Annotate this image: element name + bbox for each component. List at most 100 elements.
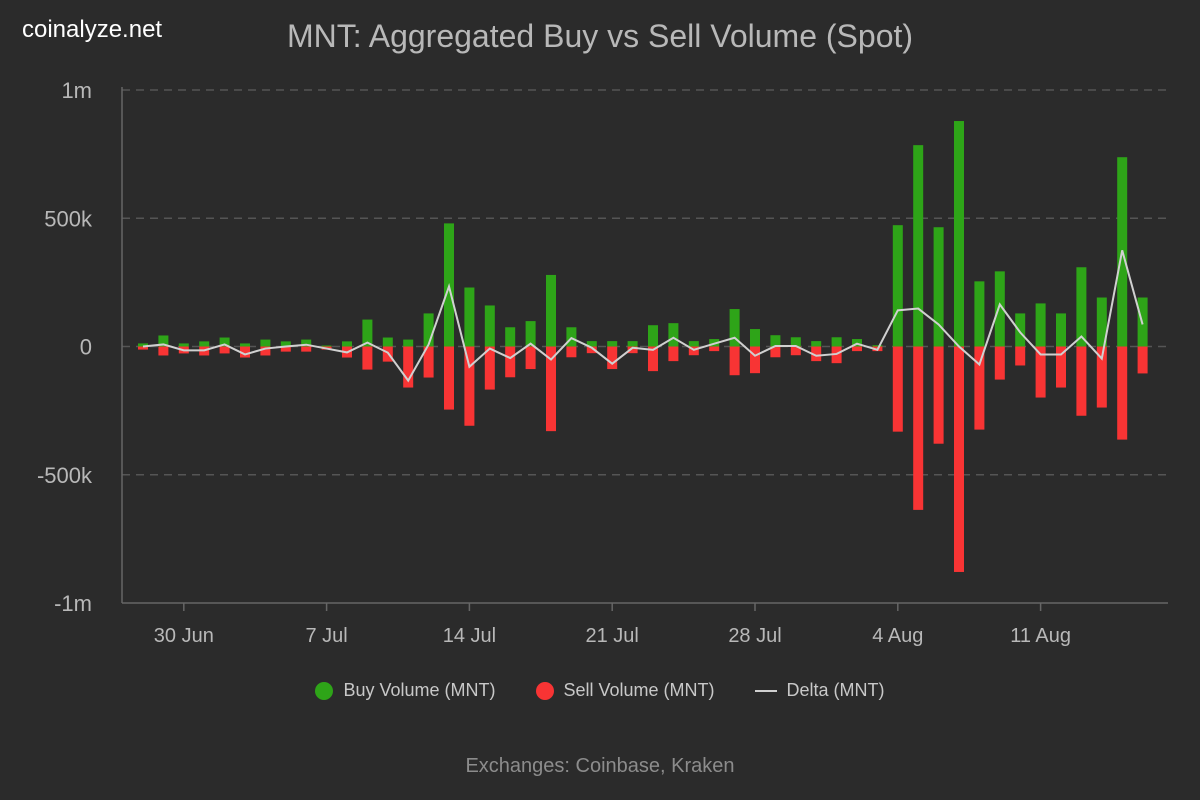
sell-bar	[444, 346, 454, 410]
x-tick-label: 30 Jun	[154, 625, 214, 647]
y-tick-label: 1m	[61, 78, 92, 103]
delta-line	[142, 250, 1144, 383]
sell-bar	[484, 346, 495, 390]
sell-bar	[566, 346, 577, 358]
buy-bar	[362, 319, 373, 347]
sell-bar	[240, 346, 250, 358]
buy-bar	[321, 345, 332, 347]
buy-bar	[770, 335, 781, 347]
sell-bar	[1035, 346, 1046, 398]
delta-line-icon	[754, 689, 777, 692]
legend-label: Buy Volume (MNT)	[343, 680, 496, 700]
buy-bar	[240, 343, 250, 347]
buy-bar	[260, 339, 271, 347]
legend-label: Delta (MNT)	[786, 680, 885, 700]
chart-title: MNT: Aggregated Buy vs Sell Volume (Spot…	[286, 18, 914, 54]
buy-bar	[627, 341, 638, 347]
legend-item-buy[interactable]: Buy Volume (MNT)	[315, 680, 496, 701]
exchanges-footer: Exchanges: Coinbase, Kraken	[465, 755, 735, 777]
buy-bar	[342, 341, 352, 347]
sell-bar	[219, 346, 230, 354]
sell-bar	[1056, 346, 1066, 388]
legend: Buy Volume (MNT) Sell Volume (MNT) Delta…	[0, 680, 1200, 701]
buy-bar	[382, 337, 393, 347]
sell-bar	[1076, 346, 1087, 416]
buy-bar	[994, 271, 1005, 347]
sell-bar	[260, 346, 271, 356]
sell-bar	[811, 346, 822, 362]
buy-bar	[403, 339, 414, 347]
buy-bar	[872, 345, 883, 347]
sell-bar	[546, 346, 556, 432]
y-tick-label: 500k	[44, 206, 93, 231]
sell-bar	[586, 346, 597, 354]
sell-bar	[403, 346, 414, 388]
buy-bar	[892, 225, 903, 347]
sell-bar	[1137, 346, 1148, 374]
sell-bar	[280, 346, 291, 352]
buy-bar	[668, 323, 679, 347]
buy-bar	[954, 121, 964, 347]
sell-bar	[974, 346, 985, 430]
buy-bar	[505, 327, 516, 347]
sell-bar	[994, 346, 1005, 380]
sell-bar	[1015, 346, 1026, 366]
buy-bar	[178, 343, 189, 347]
sell-bar	[158, 346, 169, 356]
buy-bar	[790, 337, 801, 347]
buy-bar	[219, 337, 230, 347]
buy-bar	[1056, 313, 1066, 347]
sell-bar	[138, 346, 148, 350]
y-tick-label: -1m	[54, 591, 92, 616]
sell-bar	[362, 346, 373, 370]
buy-bar	[729, 309, 740, 347]
buy-bar	[1096, 297, 1107, 347]
buy-bar	[607, 341, 618, 347]
sell-bar	[913, 346, 924, 510]
sell-bar	[505, 346, 516, 378]
sell-bar	[709, 346, 720, 352]
sell-bar	[852, 346, 862, 352]
sell-bar	[525, 346, 536, 370]
x-tick-label: 21 Jul	[586, 625, 639, 647]
legend-label: Sell Volume (MNT)	[563, 680, 715, 700]
legend-item-delta[interactable]: Delta (MNT)	[754, 680, 885, 701]
x-tick-label: 11 Aug	[1010, 625, 1071, 647]
buy-bar	[750, 329, 760, 347]
buy-bar	[280, 341, 291, 347]
x-tick-label: 7 Jul	[305, 625, 347, 647]
buy-bar	[546, 274, 556, 347]
buy-bar	[811, 341, 822, 347]
sell-dot-icon	[535, 681, 554, 700]
buy-bar	[423, 313, 434, 347]
sell-bar	[301, 346, 312, 352]
x-tick-label: 14 Jul	[443, 625, 496, 647]
sell-bar	[892, 346, 903, 432]
buy-bar	[933, 227, 944, 347]
sell-bar	[790, 346, 801, 356]
sell-bar	[627, 346, 638, 354]
sell-bar	[729, 346, 740, 376]
buy-bar	[484, 305, 495, 347]
sell-bar	[1117, 346, 1128, 440]
legend-item-sell[interactable]: Sell Volume (MNT)	[535, 680, 715, 701]
buy-bar	[688, 341, 699, 347]
sell-bar	[423, 346, 434, 378]
buy-bar	[648, 325, 658, 347]
buy-bar	[301, 339, 312, 347]
x-tick-label: 4 Aug	[872, 625, 923, 647]
sell-bar	[1096, 346, 1107, 408]
buy-bar	[525, 321, 536, 347]
buy-dot-icon	[315, 681, 334, 700]
buy-bar	[199, 341, 210, 347]
y-tick-label: -500k	[37, 463, 93, 488]
buy-bar	[586, 341, 597, 347]
brand-logo[interactable]: coinalyze.net	[22, 16, 163, 43]
buy-bar	[1035, 303, 1046, 347]
buy-bar	[158, 335, 169, 347]
buy-bar	[138, 343, 148, 347]
buy-bar	[831, 337, 842, 347]
buy-bar	[974, 281, 985, 347]
sell-bar	[648, 346, 658, 372]
